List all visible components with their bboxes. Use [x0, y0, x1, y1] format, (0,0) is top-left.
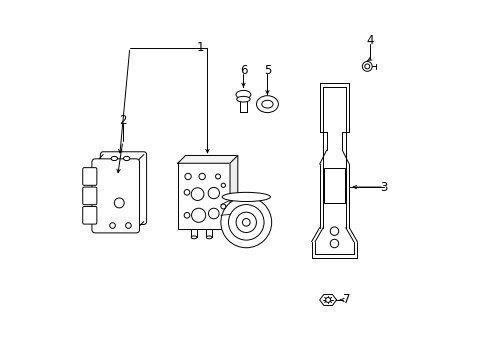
Ellipse shape [111, 156, 117, 161]
Ellipse shape [236, 90, 250, 99]
Circle shape [184, 189, 189, 195]
Circle shape [208, 208, 219, 219]
Text: 7: 7 [343, 293, 350, 306]
Circle shape [109, 223, 115, 228]
Circle shape [114, 198, 124, 208]
Circle shape [362, 62, 371, 71]
FancyBboxPatch shape [82, 207, 97, 224]
FancyBboxPatch shape [82, 168, 97, 185]
Circle shape [228, 204, 264, 240]
Ellipse shape [236, 96, 250, 102]
Bar [324, 168, 344, 203]
Ellipse shape [123, 156, 130, 161]
Ellipse shape [206, 236, 212, 239]
Text: 5: 5 [263, 64, 270, 77]
FancyBboxPatch shape [82, 187, 97, 205]
Circle shape [215, 174, 220, 179]
Circle shape [221, 183, 225, 188]
Polygon shape [319, 294, 336, 305]
Ellipse shape [256, 96, 278, 113]
Ellipse shape [222, 192, 270, 202]
Text: 2: 2 [119, 113, 126, 126]
Ellipse shape [261, 100, 272, 108]
Circle shape [208, 188, 219, 199]
Circle shape [242, 219, 249, 226]
Text: 4: 4 [365, 34, 373, 47]
Bar [178, 163, 229, 229]
Circle shape [221, 197, 271, 248]
Ellipse shape [191, 236, 197, 239]
Circle shape [325, 297, 330, 302]
Circle shape [125, 223, 131, 228]
Circle shape [199, 173, 205, 180]
FancyBboxPatch shape [100, 152, 146, 224]
Polygon shape [229, 156, 237, 229]
Polygon shape [178, 156, 237, 163]
Circle shape [221, 204, 225, 209]
Circle shape [236, 212, 256, 233]
Circle shape [191, 188, 203, 201]
Circle shape [184, 212, 189, 218]
Text: 1: 1 [196, 41, 203, 54]
Text: 6: 6 [239, 64, 247, 77]
Circle shape [364, 64, 369, 69]
Text: 3: 3 [379, 181, 387, 194]
FancyBboxPatch shape [92, 159, 139, 233]
Circle shape [329, 239, 338, 248]
Circle shape [329, 227, 338, 235]
Circle shape [191, 208, 205, 222]
Circle shape [184, 173, 191, 180]
